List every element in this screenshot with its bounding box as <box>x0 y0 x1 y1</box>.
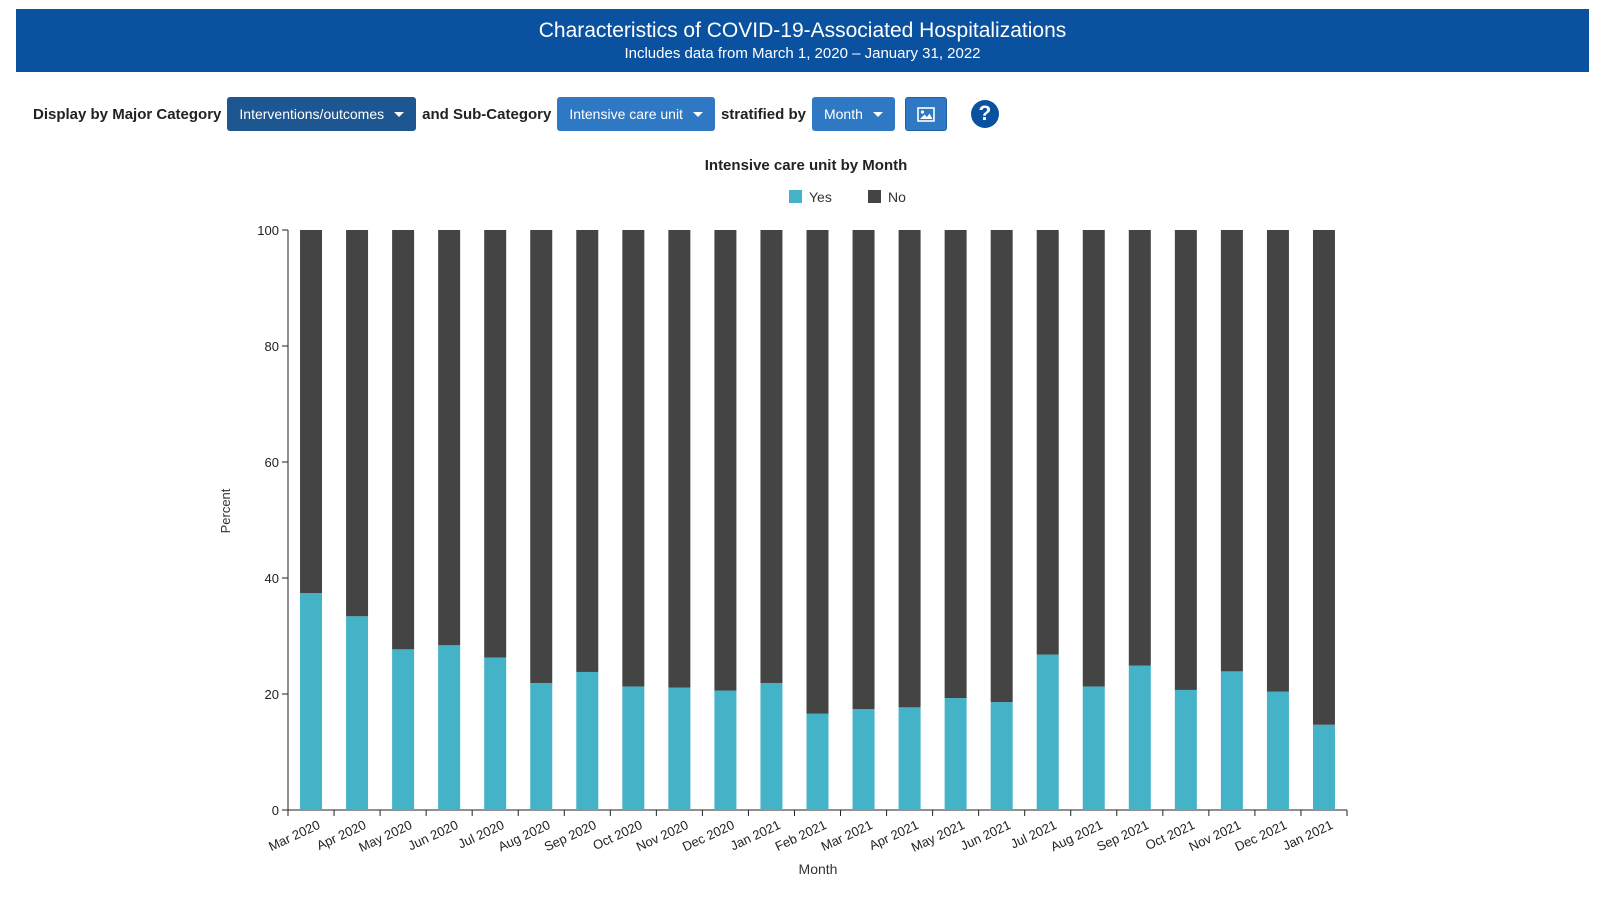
legend-swatch-no <box>868 190 881 203</box>
bar-no-dec-2020 <box>714 230 737 691</box>
bar-yes-apr-2021 <box>898 707 921 810</box>
bar-no-nov-2020 <box>668 230 691 688</box>
x-tick-label: Sep 2021 <box>1094 817 1151 854</box>
bar-no-dec-2021 <box>1266 230 1289 692</box>
stratify-dropdown[interactable]: Month <box>811 97 895 131</box>
help-icon: ? <box>978 102 992 125</box>
bar-yes-mar-2020 <box>300 593 323 810</box>
bar-yes-oct-2020 <box>622 686 645 810</box>
bar-yes-jun-2020 <box>438 645 461 810</box>
stratify-value: Month <box>823 106 863 122</box>
page-subtitle: Includes data from March 1, 2020 – Janua… <box>624 45 981 62</box>
bar-no-feb-2021 <box>806 230 829 714</box>
bar-yes-jul-2020 <box>484 657 507 810</box>
bar-yes-dec-2021 <box>1266 691 1289 810</box>
bar-no-jun-2021 <box>990 230 1013 703</box>
bar-yes-nov-2021 <box>1220 671 1243 810</box>
bar-no-jun-2020 <box>438 230 461 646</box>
x-tick-label: Mar 2020 <box>266 817 322 854</box>
bar-no-mar-2020 <box>300 230 323 594</box>
sub-category-dropdown[interactable]: Intensive care unit <box>557 97 715 131</box>
chevron-down-icon <box>394 111 405 117</box>
image-icon <box>917 106 935 122</box>
bar-no-apr-2020 <box>346 230 369 617</box>
stratified-by-label: stratified by <box>720 105 806 123</box>
chart-bars <box>300 230 1335 810</box>
major-category-dropdown[interactable]: Interventions/outcomes <box>227 97 417 131</box>
bar-yes-dec-2020 <box>714 690 737 810</box>
major-category-value: Interventions/outcomes <box>239 106 385 122</box>
bar-no-oct-2020 <box>622 230 645 687</box>
bar-no-aug-2020 <box>530 230 553 683</box>
legend-swatch-yes <box>789 190 802 203</box>
x-tick-label: Aug 2021 <box>1048 817 1105 854</box>
bar-yes-sep-2020 <box>576 671 599 810</box>
bar-no-sep-2021 <box>1128 230 1151 666</box>
bar-yes-aug-2021 <box>1082 686 1105 810</box>
bar-yes-apr-2020 <box>346 616 369 810</box>
page-title: Characteristics of COVID-19-Associated H… <box>538 19 1067 42</box>
bar-no-jul-2020 <box>484 230 507 658</box>
chart-title: Intensive care unit by Month <box>705 157 908 174</box>
bar-yes-jun-2021 <box>990 702 1013 810</box>
help-button[interactable]: ? <box>970 100 999 128</box>
sub-category-label: and Sub-Category <box>422 105 552 123</box>
y-tick-label: 60 <box>265 455 279 470</box>
bar-yes-may-2021 <box>944 698 967 810</box>
x-tick-label: Jun 2021 <box>958 817 1013 853</box>
bar-no-jan-2021 <box>760 230 783 683</box>
bar-yes-jan-2021 <box>760 682 783 810</box>
x-tick-label: Jan 2021 <box>1280 817 1335 853</box>
bar-yes-oct-2021 <box>1174 689 1197 810</box>
y-axis-label: Percent <box>218 488 233 533</box>
chevron-down-icon <box>692 111 703 117</box>
x-tick-label: Jun 2020 <box>406 817 461 853</box>
y-tick-label: 100 <box>257 223 279 238</box>
x-tick-label: Dec 2020 <box>680 817 737 854</box>
bar-yes-aug-2020 <box>530 682 553 810</box>
y-tick-label: 40 <box>265 571 279 586</box>
bar-no-oct-2021 <box>1174 230 1197 690</box>
download-image-button[interactable] <box>904 97 947 131</box>
bar-yes-may-2020 <box>392 649 415 810</box>
bar-yes-sep-2021 <box>1128 665 1151 810</box>
x-tick-label: Aug 2020 <box>496 817 553 854</box>
bar-yes-nov-2020 <box>668 687 691 810</box>
legend-label-no: No <box>888 189 906 205</box>
chart-legend: Yes No <box>789 189 906 205</box>
controls-bar: Display by Major Category Interventions/… <box>33 96 999 132</box>
chevron-down-icon <box>872 111 883 117</box>
y-tick-label: 80 <box>265 339 279 354</box>
bar-no-may-2021 <box>944 230 967 699</box>
bar-no-apr-2021 <box>898 230 921 708</box>
bar-yes-feb-2021 <box>806 713 829 810</box>
bar-no-aug-2021 <box>1082 230 1105 687</box>
y-tick-label: 20 <box>265 687 279 702</box>
bar-yes-mar-2021 <box>852 709 875 810</box>
x-tick-label: Feb 2021 <box>773 817 829 854</box>
x-tick-label: Nov 2021 <box>1186 817 1243 854</box>
x-tick-label: May 2021 <box>909 817 967 855</box>
bar-no-jan-2021 <box>1312 230 1335 725</box>
bar-no-may-2020 <box>392 230 415 650</box>
bar-yes-jan-2021 <box>1312 724 1335 810</box>
x-tick-label: May 2020 <box>356 817 414 855</box>
bar-yes-jul-2021 <box>1036 654 1059 810</box>
header-banner: Characteristics of COVID-19-Associated H… <box>16 9 1589 72</box>
x-tick-label: Jan 2021 <box>728 817 783 853</box>
legend-label-yes: Yes <box>809 189 832 205</box>
x-tick-label: Nov 2020 <box>634 817 691 854</box>
x-axis-label: Month <box>799 861 838 877</box>
bar-no-sep-2020 <box>576 230 599 672</box>
bar-no-jul-2021 <box>1036 230 1059 655</box>
y-tick-label: 0 <box>272 803 279 818</box>
sub-category-value: Intensive care unit <box>569 106 683 122</box>
major-category-label: Display by Major Category <box>33 105 222 123</box>
x-tick-label: Mar 2021 <box>819 817 875 854</box>
bar-no-mar-2021 <box>852 230 875 710</box>
x-tick-label: Dec 2021 <box>1232 817 1289 854</box>
x-tick-label: Sep 2020 <box>542 817 599 854</box>
bar-no-nov-2021 <box>1220 230 1243 672</box>
